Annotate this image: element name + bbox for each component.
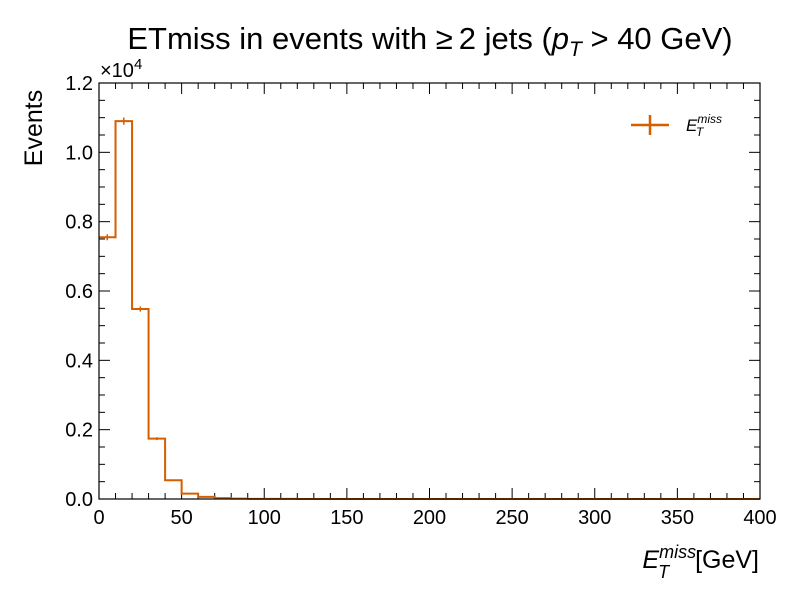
x-tick-label: 400: [743, 507, 776, 529]
x-label-unit: [GeV]: [695, 546, 759, 574]
x-tick-label: 150: [330, 507, 363, 529]
legend: Emiss T: [631, 112, 722, 139]
title-pt-sub: T: [569, 38, 584, 61]
y-tick-label: 0.6: [65, 281, 93, 303]
x-tick-label: 200: [413, 507, 446, 529]
x-tick-label: 250: [495, 507, 528, 529]
histogram-series: [99, 117, 760, 500]
y-axis-label: Events: [20, 90, 48, 166]
legend-label: Emiss T: [686, 112, 722, 139]
x-tick-label: 50: [171, 507, 193, 529]
legend-label-sub: T: [696, 125, 705, 139]
axis-ticks: [98, 82, 761, 500]
x-tick-label: 100: [248, 507, 281, 529]
x-label-base: E: [642, 546, 659, 574]
title-gt: >: [582, 21, 617, 56]
y-tick-label: 0.0: [65, 489, 93, 511]
x-label-sub: T: [658, 562, 671, 582]
histogram-step-line: [99, 120, 760, 500]
legend-label-base: E: [686, 116, 698, 135]
y-multiplier: ×104: [100, 56, 142, 82]
y-tick-label: 0.2: [65, 420, 93, 442]
legend-label-sup: miss: [697, 112, 722, 126]
plot-frame: [98, 82, 761, 500]
y-tick-label: 1.2: [65, 73, 93, 95]
x-axis-label: Emiss T [GeV]: [642, 542, 759, 582]
title-suffix: 40 GeV): [617, 21, 732, 56]
y-tick-label: 0.8: [65, 212, 93, 234]
chart-title: ETmiss in events with ≥2 jets (pT > 40 G…: [127, 21, 732, 61]
x-tick-label: 0: [93, 507, 104, 529]
title-middle: 2 jets (: [459, 21, 553, 56]
x-tick-label: 300: [578, 507, 611, 529]
title-pt-base: p: [551, 21, 569, 56]
x-tick-label: 350: [661, 507, 694, 529]
y-multiplier-exp: 4: [134, 56, 142, 73]
y-multiplier-base: ×10: [100, 60, 134, 82]
x-label-sup: miss: [659, 542, 696, 562]
y-tick-label: 0.4: [65, 350, 93, 372]
title-prefix: ETmiss in events with: [127, 21, 435, 56]
y-tick-label: 1.0: [65, 142, 93, 164]
axis-tick-labels: 0 50 100 150 200 250 300 350 400 0.0 0.2 0.4 0.6 0.8 1…: [65, 73, 777, 529]
title-geq: ≥: [436, 21, 453, 56]
